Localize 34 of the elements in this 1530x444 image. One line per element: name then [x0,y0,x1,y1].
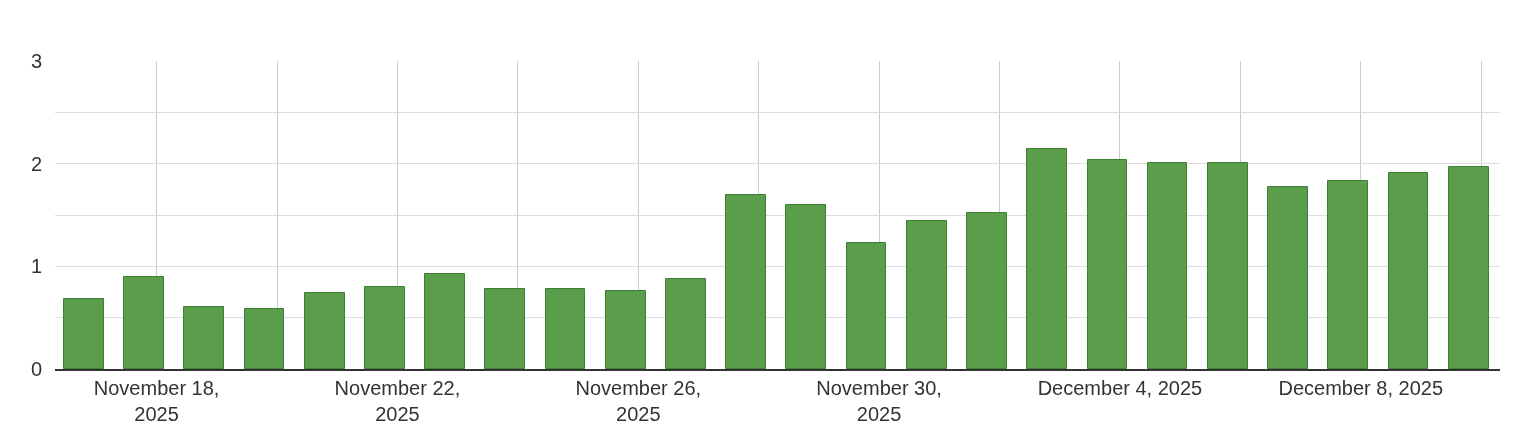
bar [906,220,947,369]
bar [304,292,345,369]
bar [605,290,646,369]
bar [1207,162,1248,369]
bar [725,194,766,369]
bar [63,298,104,369]
bar [123,276,164,369]
bar [364,286,405,369]
y-tick-label: 3 [30,50,42,72]
x-tick-label: December 8, 2025 [1278,376,1444,399]
bar [966,212,1007,369]
y-tick-label: 0 [30,358,42,380]
bar [424,273,465,369]
x-tick-label: November 22, 2025 [334,376,461,425]
x-tick-label: November 30, 2025 [816,376,942,425]
bar [1448,166,1489,369]
bar [545,288,585,369]
x-tick-label: November 18, 2025 [93,376,220,425]
bar [1388,172,1428,369]
x-tick-label: December 4, 2025 [1037,376,1203,399]
bar [183,306,224,369]
x-tick-label: November 26, 2025 [575,376,702,425]
bar [1327,180,1368,369]
y-tick-label: 1 [30,255,42,278]
bar [665,278,706,369]
bar [846,242,886,369]
bar [1267,186,1308,369]
y-tick-label: 2 [30,152,42,175]
bar [1087,159,1127,369]
bar [1026,148,1067,369]
bar [484,288,525,369]
bar [244,308,284,369]
bar [785,204,826,369]
bar [1147,162,1187,369]
